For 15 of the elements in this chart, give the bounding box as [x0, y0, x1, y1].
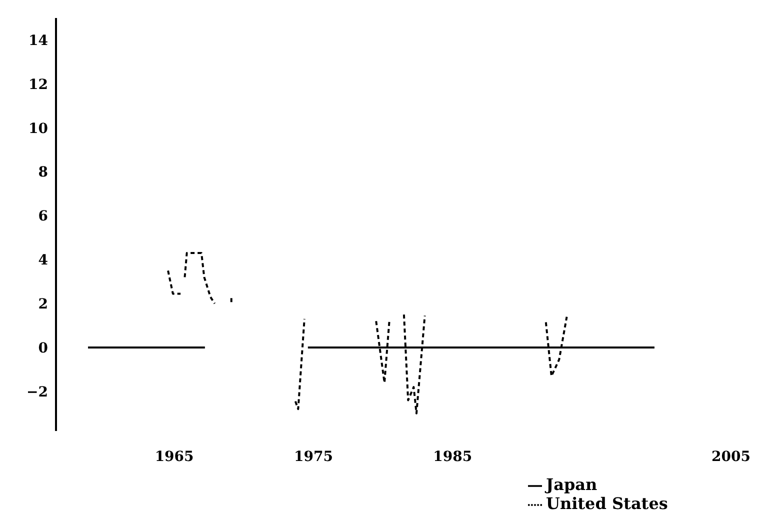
y-tick-label: −2 [26, 384, 48, 400]
x-tick-label: 1965 [154, 448, 194, 465]
legend-label: United States [546, 494, 668, 513]
x-tick-label: 1975 [294, 448, 333, 465]
x-tick-label: 2005 [712, 448, 750, 465]
x-tick-label: 1985 [433, 448, 472, 465]
y-tick-label: 2 [38, 296, 48, 313]
y-tick-label: 10 [28, 120, 48, 137]
y-tick-label: 0 [38, 340, 48, 356]
y-tick-label: 14 [28, 32, 48, 49]
legend-label: Japan [546, 475, 598, 494]
y-tick-label: 6 [38, 208, 48, 225]
y-tick-label: 4 [38, 252, 48, 269]
y-tick-label: 12 [28, 76, 48, 93]
y-tick-label: 8 [38, 164, 48, 181]
